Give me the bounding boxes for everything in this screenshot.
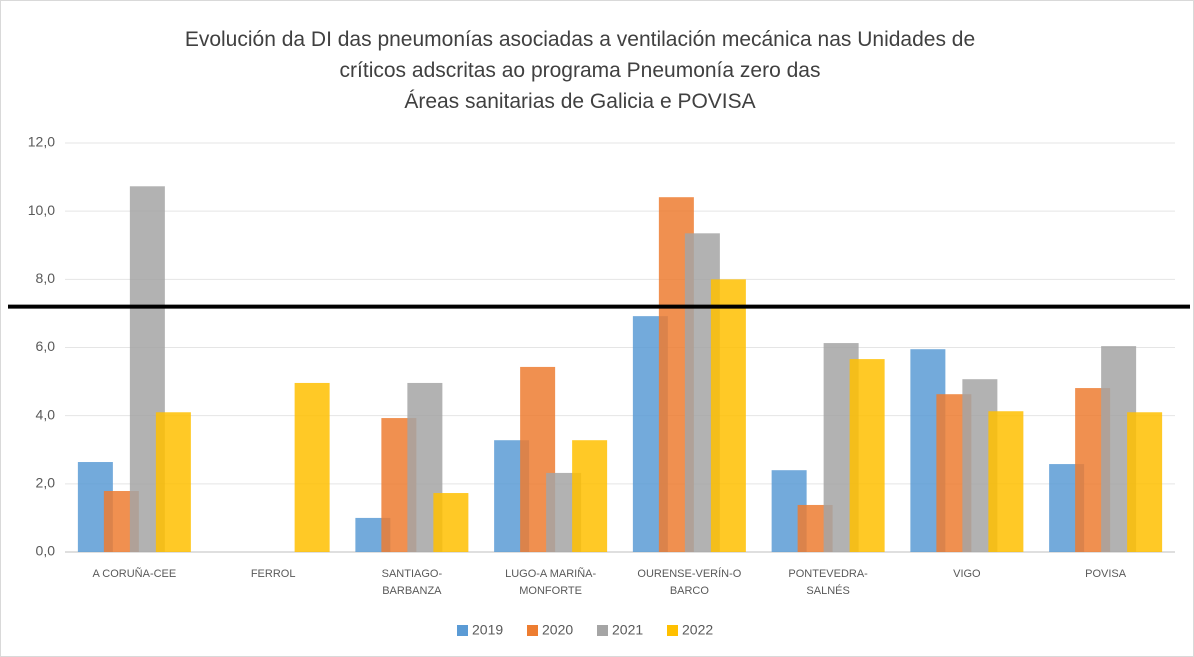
bar [1127, 412, 1163, 552]
chart-title: Evolución da DI das pneumonías asociadas… [185, 28, 975, 113]
bar [433, 493, 469, 552]
x-tick-label: LUGO-A MARIÑA-MONFORTE [505, 567, 596, 597]
y-tick-label: 6,0 [36, 338, 56, 354]
bar [294, 382, 330, 552]
legend-label: 2019 [472, 622, 503, 638]
bar [710, 279, 746, 552]
x-tick-label: FERROL [251, 568, 296, 580]
y-tick-label: 4,0 [36, 406, 56, 422]
x-tick-label: PONTEVEDRA-SALNÉS [788, 568, 868, 597]
bar [849, 359, 885, 552]
legend-label: 2022 [682, 622, 713, 638]
legend-label: 2020 [542, 622, 573, 638]
y-tick-label: 8,0 [36, 270, 56, 286]
y-tick-label: 2,0 [36, 475, 56, 491]
x-tick-label: A CORUÑA-CEE [93, 567, 177, 580]
x-tick-label: POVISA [1085, 568, 1127, 580]
bar [988, 411, 1024, 552]
legend-swatch [457, 625, 468, 636]
legend-swatch [597, 625, 608, 636]
x-tick-label: SANTIAGO-BARBANZA [382, 568, 443, 597]
y-tick-label: 12,0 [28, 134, 55, 150]
bar [572, 440, 608, 552]
x-tick-label: VIGO [953, 568, 981, 580]
y-tick-label: 10,0 [28, 202, 55, 218]
legend-label: 2021 [612, 622, 643, 638]
legend-swatch [527, 625, 538, 636]
bar [155, 412, 191, 552]
legend-swatch [667, 625, 678, 636]
y-tick-label: 0,0 [36, 543, 56, 559]
x-tick-label: OURENSE-VERÍN-O BARCO [637, 567, 741, 597]
